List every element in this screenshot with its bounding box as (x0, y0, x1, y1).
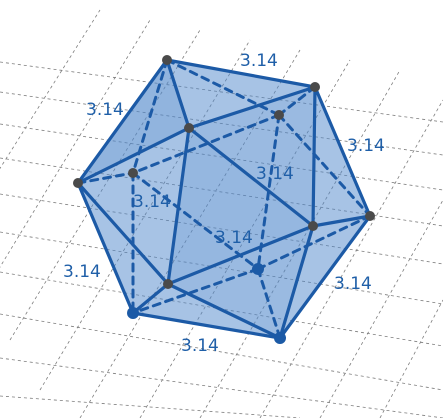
edge (76, 58, 169, 185)
vertex-point[interactable] (365, 211, 375, 221)
edge (166, 126, 191, 286)
face (189, 87, 315, 226)
vertex-point[interactable] (73, 178, 83, 188)
edge (131, 311, 282, 340)
hidden-edge (256, 214, 372, 271)
edge (187, 85, 317, 130)
vertices (73, 55, 375, 344)
vertex-point[interactable] (127, 307, 139, 319)
vertex-point[interactable] (128, 168, 138, 178)
vertex-point[interactable] (163, 279, 173, 289)
edge (313, 85, 372, 218)
hidden-edge (131, 171, 260, 271)
icosahedron-faces (78, 60, 370, 338)
edge (311, 214, 372, 228)
edge (76, 126, 191, 185)
edge-length-label-center: 3.14 (256, 164, 294, 184)
visible-edges (76, 58, 372, 340)
edge-length-label-lower-left: 3.14 (63, 262, 101, 282)
edge (166, 224, 315, 286)
face (78, 60, 189, 183)
edge-labels: 3.14 3.14 3.14 3.14 3.14 3.14 3.14 3.14 … (63, 51, 385, 356)
edge (165, 58, 317, 89)
vertex-point[interactable] (252, 263, 264, 275)
edge (278, 224, 315, 340)
vertex-point[interactable] (274, 332, 286, 344)
edge (165, 58, 191, 130)
hidden-edge (131, 267, 260, 315)
hidden-edge (131, 113, 281, 175)
edge-length-label-top: 3.14 (240, 51, 278, 71)
edge (187, 126, 315, 228)
hidden-edge (256, 267, 282, 340)
edge-length-label-upper-right: 3.14 (347, 136, 385, 156)
face (168, 128, 313, 284)
face (78, 60, 370, 338)
edge (76, 181, 170, 286)
edge-length-label-upper-left: 3.14 (86, 100, 124, 120)
edge-length-label-lower-right: 3.14 (334, 274, 372, 294)
vertex-point[interactable] (274, 110, 284, 120)
edge (166, 282, 282, 340)
edge (278, 214, 372, 340)
edge-length-label-mid-center: 3.14 (215, 228, 253, 248)
vertex-point[interactable] (184, 123, 194, 133)
hidden-edge (277, 85, 317, 117)
hidden-edge (76, 171, 135, 185)
vertex-point[interactable] (162, 55, 172, 65)
vertex-point[interactable] (310, 82, 320, 92)
edge (311, 85, 317, 228)
edge (131, 282, 170, 315)
vertex-point[interactable] (308, 221, 318, 231)
face (168, 226, 313, 338)
edge (76, 181, 135, 315)
edge-length-label-bottom: 3.14 (181, 336, 219, 356)
edge-length-label-mid-left: 3.14 (133, 192, 171, 212)
hidden-edge (277, 113, 372, 218)
